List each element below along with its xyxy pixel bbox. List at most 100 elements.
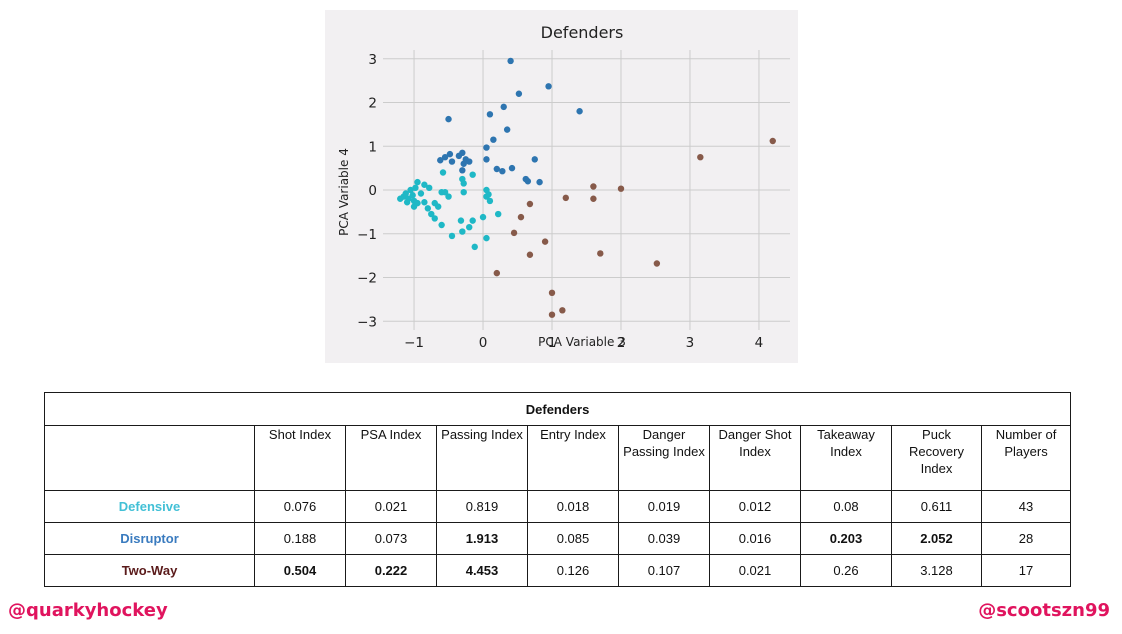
table-cell: 43 <box>980 490 1072 523</box>
scatter-point-series-2 <box>526 200 534 208</box>
table-cell: 0.107 <box>618 554 710 587</box>
scatter-point-series-1 <box>397 195 404 202</box>
scatter-point-series-0 <box>459 167 466 174</box>
table-cell: 0.076 <box>254 490 346 523</box>
scatter-point-series-1 <box>471 243 478 251</box>
table-cell: 0.012 <box>709 490 801 523</box>
scatter-point-series-2 <box>597 250 604 257</box>
scatter-point-series-2 <box>526 251 534 258</box>
scatter-point-series-0 <box>536 178 543 186</box>
scatter-point-series-1 <box>469 217 476 224</box>
chart-title: Defenders <box>541 23 624 42</box>
scatter-point-series-0 <box>576 108 583 115</box>
table-cell: 0.021 <box>345 490 437 523</box>
scatter-point-series-1 <box>426 184 433 192</box>
table-cell: 0.08 <box>800 490 892 523</box>
scatter-point-series-0 <box>437 157 444 164</box>
scatter-point-series-2 <box>559 307 566 314</box>
scatter-point-series-0 <box>500 103 507 111</box>
y-tick-label: −2 <box>357 271 377 287</box>
scatter-point-series-1 <box>424 205 432 212</box>
scatter-point-series-1 <box>431 215 438 222</box>
scatter-point-series-2 <box>548 311 556 318</box>
scatter-point-series-0 <box>508 164 516 172</box>
scatter-point-series-1 <box>421 181 428 188</box>
table-cell: 0.611 <box>891 490 982 523</box>
cluster-stats-table: Defenders Shot Index PSA Index Passing Ind… <box>43 392 1072 587</box>
scatter-point-series-0 <box>446 150 454 158</box>
tick-labels: −1 0 1 2 3 4 −3 −2 −1 0 1 2 3 <box>357 52 763 351</box>
y-tick-label: 0 <box>368 183 377 199</box>
scatter-point-series-0 <box>466 158 473 165</box>
table-cell: 3.128 <box>891 554 982 587</box>
scatter-point-series-0 <box>490 136 497 143</box>
scatter-point-series-1 <box>438 221 445 229</box>
scatter-point-series-2 <box>653 260 661 267</box>
column-header: Passing Index <box>436 425 528 491</box>
y-tick-label: −3 <box>357 314 377 330</box>
scatter-point-series-1 <box>495 210 502 218</box>
row-label: Two-Way <box>44 554 255 587</box>
scatter-point-series-1 <box>421 199 428 206</box>
scatter-point-series-1 <box>403 199 411 206</box>
scatter-point-series-1 <box>483 234 490 242</box>
column-header: Shot Index <box>254 425 346 491</box>
left-handle: @quarkyhockey <box>8 600 168 621</box>
scatter-point-series-1 <box>412 184 419 192</box>
column-header: Puck Recovery Index <box>891 425 982 491</box>
scatter-point-series-2 <box>769 137 776 145</box>
scatter-point-series-1 <box>460 180 467 187</box>
table-cell: 0.018 <box>527 490 619 523</box>
row-label: Disruptor <box>44 522 255 555</box>
scatter-point-series-0 <box>493 165 501 173</box>
x-tick-label: −1 <box>404 335 424 351</box>
scatter-point-series-0 <box>460 160 467 167</box>
scatter-plot-panel: −1 0 1 2 3 4 −3 −2 −1 0 1 2 3 Defenders PCA Variable… <box>325 10 798 363</box>
scatter-point-series-1 <box>414 178 421 186</box>
scatter-point-series-1 <box>479 213 487 221</box>
scatter-point-series-2 <box>590 183 597 190</box>
scatter-point-series-0 <box>448 158 456 165</box>
scatter-point-series-1 <box>441 188 449 196</box>
scatter-point-series-2 <box>617 185 625 192</box>
scatter-point-series-1 <box>445 193 452 200</box>
table-cell: 0.021 <box>709 554 801 587</box>
scatter-point-series-0 <box>507 57 514 65</box>
scatter-point-series-2 <box>493 269 501 277</box>
x-tick-label: 1 <box>548 335 557 351</box>
y-tick-label: 1 <box>368 139 377 155</box>
column-header: Entry Index <box>527 425 619 491</box>
scatter-point-series-1 <box>466 223 473 231</box>
scatter-point-series-1 <box>428 210 435 218</box>
table-header-row: Shot Index PSA Index Passing Index Entry In… <box>44 425 1072 491</box>
scatter-point-series-2 <box>697 153 704 161</box>
x-axis-label: PCA Variable 3 <box>538 335 626 349</box>
table-cell: 0.188 <box>254 522 346 555</box>
scatter-point-series-1 <box>434 203 442 210</box>
scatter-point-series-0 <box>486 111 494 118</box>
scatter-point-series-1 <box>410 203 418 210</box>
table-cell: 0.222 <box>345 554 437 587</box>
x-tick-label: 2 <box>617 335 626 351</box>
table-body: Defensive 0.076 0.021 0.819 0.018 0.019 0.012 0… <box>44 490 1072 587</box>
table-cell: 0.819 <box>436 490 528 523</box>
table-cell: 4.453 <box>436 554 528 587</box>
scatter-point-series-0 <box>483 144 490 151</box>
table-cell: 0.126 <box>527 554 619 587</box>
scatter-point-series-0 <box>499 167 506 175</box>
header-blank <box>44 425 255 491</box>
table-row: Disruptor 0.188 0.073 1.913 0.085 0.039 0.016 0… <box>44 522 1072 555</box>
x-tick-label: 0 <box>479 335 488 351</box>
table-row: Two-Way 0.504 0.222 4.453 0.126 0.107 0.021 0.2… <box>44 554 1072 587</box>
scatter-point-series-1 <box>460 188 467 196</box>
table-cell: 0.26 <box>800 554 892 587</box>
y-tick-label: 3 <box>368 52 377 68</box>
column-header: Takeaway Index <box>800 425 892 491</box>
x-tick-label: 4 <box>755 335 764 351</box>
cluster-stats-table-container: Defenders Shot Index PSA Index Passing Ind… <box>43 392 1072 587</box>
right-handle: @scootszn99 <box>978 600 1110 621</box>
scatter-point-series-0 <box>441 153 449 161</box>
data-points <box>397 57 776 318</box>
table-cell: 0.016 <box>709 522 801 555</box>
scatter-point-series-1 <box>402 190 409 197</box>
